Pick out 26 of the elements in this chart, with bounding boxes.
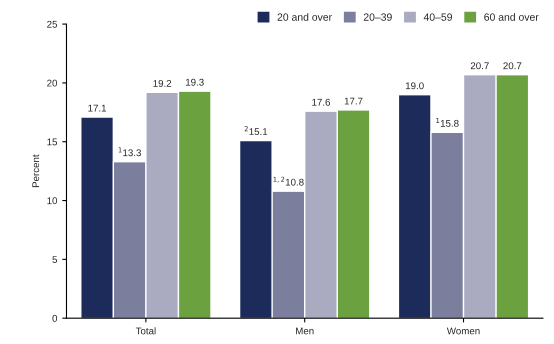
y-axis-title: Percent [32,154,40,188]
data-label: $^{1}$13.3 [118,147,141,156]
data-label: 20.7 [470,62,489,70]
data-label: $^{1}$15.8 [436,118,459,127]
data-label: 19.0 [406,82,424,90]
y-tick-label: 25 [47,20,58,28]
y-tick-label: 10 [47,197,58,204]
data-label: 19.3 [186,78,204,86]
x-tick-label: Total [136,327,156,334]
data-label: 17.7 [344,98,363,104]
data-label: $^{1,2}$10.8 [274,176,304,186]
legend-label: 60 and over [484,13,539,21]
legend-label: 40–59 [424,13,452,21]
data-label: 20.7 [503,62,522,70]
x-tick-label: Women [446,328,480,334]
x-tick-label: Men [296,328,314,334]
data-label: $^{2}$15.1 [244,126,268,136]
data-label: 19.2 [153,80,172,87]
data-label: 17.6 [312,98,330,106]
y-tick-label: 5 [52,256,58,263]
y-tick-label: 20 [47,80,58,87]
y-tick-label: 15 [47,138,58,146]
y-tick-label: 0 [52,314,58,322]
legend-label: 20 and over [278,13,332,21]
legend-label: 20–39 [364,13,392,21]
data-label: 17.1 [88,104,106,112]
